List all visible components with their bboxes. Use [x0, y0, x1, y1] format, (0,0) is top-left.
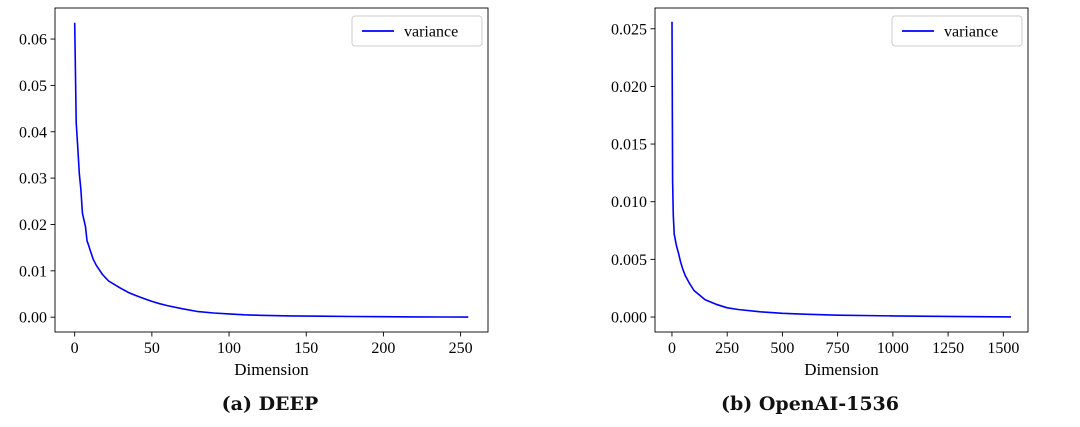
x-tick-label: 100 — [217, 340, 241, 357]
series-line-variance — [73, 22, 469, 318]
legend-label: variance — [944, 24, 998, 41]
y-tick-label: 0.06 — [19, 32, 47, 49]
legend-label: variance — [404, 24, 458, 41]
caption-openai-1536: (b) OpenAI-1536 — [720, 393, 899, 415]
variance-chart-openai-1536: 0 250 500 750 1000 1250 1500 0.000 0.005 0.010 0.0… — [611, 7, 1029, 379]
caption-deep: (a) DEEP — [221, 393, 319, 415]
x-tick-label: 200 — [371, 340, 395, 357]
y-tick-label: 0.03 — [19, 171, 47, 188]
series-line-variance — [671, 21, 1012, 318]
variance-chart-deep: 0 50 100 150 200 250 0.00 0.01 0.02 0.03 0.04 0.05 0… — [19, 7, 489, 379]
legend-box — [351, 15, 483, 47]
y-tick-label: 0.015 — [611, 137, 647, 154]
chart-panel-openai-1536: 0 250 500 750 1000 1250 1500 0.000 0.005 0.010 0.0… — [540, 0, 1080, 427]
y-tick-label: 0.010 — [611, 194, 647, 211]
x-tick-label: 750 — [826, 340, 850, 357]
y-tick-label: 0.01 — [19, 263, 47, 280]
y-tick-label: 0.00 — [19, 310, 47, 327]
y-tick-label: 0.05 — [19, 78, 47, 95]
y-tick-label: 0.020 — [611, 79, 647, 96]
y-tick-label: 0.000 — [611, 310, 647, 327]
y-tick-label: 0.02 — [19, 217, 47, 234]
x-tick-label: 150 — [294, 340, 318, 357]
y-tick-label: 0.025 — [611, 21, 647, 38]
x-tick-label: 0 — [668, 340, 676, 357]
y-tick-label: 0.005 — [611, 252, 647, 269]
x-tick-label: 250 — [715, 340, 739, 357]
x-tick-label: 50 — [144, 340, 160, 357]
x-axis-label: Dimension — [234, 360, 309, 379]
x-tick-label: 1500 — [987, 340, 1019, 357]
y-tick-label: 0.04 — [19, 124, 47, 141]
x-tick-label: 500 — [770, 340, 794, 357]
x-axis-label: Dimension — [804, 360, 879, 379]
axes-frame — [54, 7, 489, 333]
chart-panel-deep: 0 50 100 150 200 250 0.00 0.01 0.02 0.03 0.04 0.05 0… — [19, 7, 489, 415]
x-tick-label: 1000 — [877, 340, 909, 357]
x-tick-label: 250 — [449, 340, 473, 357]
x-tick-label: 1250 — [932, 340, 964, 357]
x-tick-label: 0 — [71, 340, 79, 357]
axes-frame — [654, 7, 1029, 333]
legend-box — [891, 15, 1023, 47]
